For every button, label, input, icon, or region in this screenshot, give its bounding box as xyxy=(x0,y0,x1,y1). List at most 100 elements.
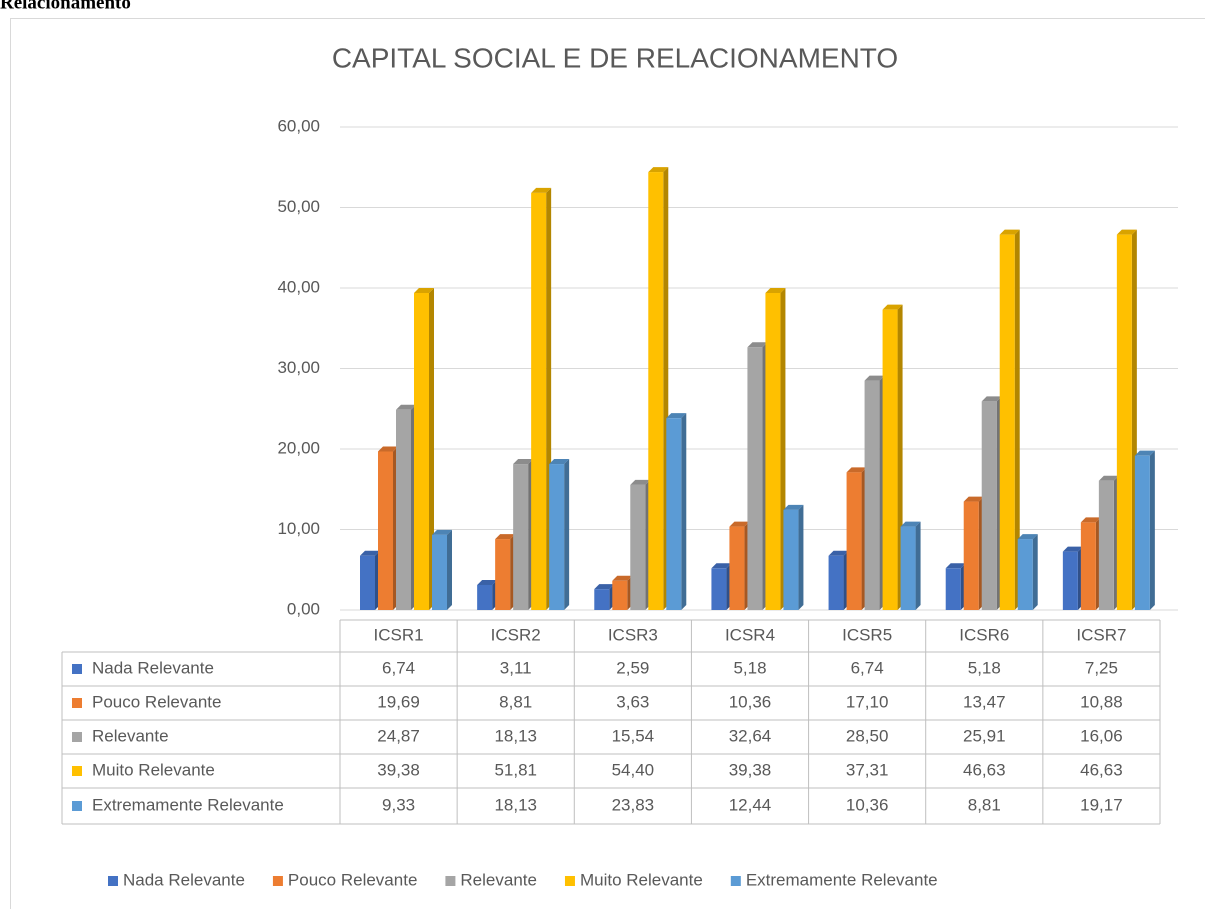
bar xyxy=(828,555,844,610)
bar xyxy=(846,472,862,610)
bar-top xyxy=(846,467,867,473)
table-cell: 15,54 xyxy=(612,726,655,745)
table-cell: 10,88 xyxy=(1080,692,1123,711)
bar-top xyxy=(945,563,966,569)
bar-side xyxy=(447,529,452,610)
table-cell: 9,33 xyxy=(382,795,415,814)
bar-top xyxy=(378,446,398,452)
bar-top xyxy=(414,287,434,293)
table-cell: 7,25 xyxy=(1085,658,1118,677)
bar xyxy=(477,584,493,610)
bar-top xyxy=(513,459,534,465)
bar xyxy=(594,589,610,610)
bar xyxy=(999,234,1015,611)
bar-top xyxy=(999,229,1020,235)
y-tick-label: 30,00 xyxy=(277,358,320,377)
table-cell: 18,13 xyxy=(494,726,537,745)
legend-key xyxy=(272,876,283,886)
table-cell: 39,38 xyxy=(377,760,420,779)
bar-top xyxy=(630,479,651,485)
x-tick-label: ICSR6 xyxy=(959,625,1009,644)
bar xyxy=(783,509,799,610)
table-legend-key xyxy=(72,766,82,776)
bar-top xyxy=(729,521,750,527)
bar xyxy=(360,555,375,610)
table-cell: 39,38 xyxy=(729,760,772,779)
bar-side xyxy=(564,459,570,610)
bar-side xyxy=(681,413,687,610)
bar xyxy=(414,292,429,610)
bar xyxy=(1062,551,1078,610)
bar xyxy=(729,526,745,610)
table-cell: 5,18 xyxy=(733,658,766,677)
legend-label: Muito Relevante xyxy=(580,870,703,889)
table-row-label: Muito Relevante xyxy=(92,760,215,779)
x-tick-label: ICSR3 xyxy=(608,625,658,644)
bar xyxy=(612,580,628,610)
table-cell: 37,31 xyxy=(846,760,889,779)
bar xyxy=(432,534,447,610)
table-cell: 25,91 xyxy=(963,726,1006,745)
table-legend-key xyxy=(72,732,82,742)
bar xyxy=(864,380,880,610)
bar-top xyxy=(1017,534,1038,540)
bar xyxy=(513,464,529,610)
table-row-label: Relevante xyxy=(92,726,169,745)
table-legend-key xyxy=(72,664,82,674)
legend-label: Nada Relevante xyxy=(123,870,245,889)
bar-top xyxy=(648,167,669,173)
y-tick-label: 60,00 xyxy=(277,116,320,135)
legend-key xyxy=(108,876,118,886)
x-tick-label: ICSR2 xyxy=(491,625,541,644)
legend-key xyxy=(564,876,575,886)
bar xyxy=(549,464,565,610)
table-cell: 51,81 xyxy=(494,760,537,779)
bar xyxy=(531,192,547,610)
table-row-label: Pouco Relevante xyxy=(92,692,221,711)
x-tick-label: ICSR1 xyxy=(374,625,424,644)
table-cell: 13,47 xyxy=(963,692,1006,711)
bar-top xyxy=(477,579,498,585)
caption: Relacionamento xyxy=(0,0,131,13)
table-cell: 8,81 xyxy=(968,795,1001,814)
bar-top xyxy=(594,584,615,590)
bar-side xyxy=(429,287,434,610)
legend-label: Pouco Relevante xyxy=(288,870,417,889)
bar-top xyxy=(882,304,903,310)
table-cell: 10,36 xyxy=(846,795,889,814)
table-cell: 23,83 xyxy=(612,795,655,814)
table-cell: 2,59 xyxy=(616,658,649,677)
bar xyxy=(1134,455,1150,610)
table-cell: 54,40 xyxy=(612,760,655,779)
table-legend-key xyxy=(72,801,82,811)
y-tick-label: 20,00 xyxy=(277,438,320,457)
table-row-label: Nada Relevante xyxy=(92,658,214,677)
bar xyxy=(1098,480,1114,610)
bar-top xyxy=(549,459,570,465)
table-cell: 28,50 xyxy=(846,726,889,745)
y-tick-label: 40,00 xyxy=(277,277,320,296)
legend-key xyxy=(730,876,741,886)
bar-top xyxy=(1062,546,1083,552)
table-legend-key xyxy=(72,698,82,708)
bar-top xyxy=(828,550,849,556)
bar xyxy=(945,568,961,610)
bar xyxy=(648,172,664,610)
bar xyxy=(378,451,393,610)
bar-top xyxy=(981,396,1002,402)
bar-top xyxy=(864,375,885,381)
bar xyxy=(981,401,997,610)
bar xyxy=(1017,539,1033,610)
bar-side xyxy=(798,504,804,610)
bar-top xyxy=(396,404,416,410)
bar-top xyxy=(360,550,380,556)
y-tick-label: 50,00 xyxy=(277,197,320,216)
bar xyxy=(1116,234,1132,611)
x-tick-label: ICSR7 xyxy=(1076,625,1126,644)
table-cell: 16,06 xyxy=(1080,726,1123,745)
bar-top xyxy=(1098,475,1119,481)
bar-side xyxy=(1032,534,1038,610)
x-tick-label: ICSR5 xyxy=(842,625,892,644)
bar-top xyxy=(432,529,452,535)
bar-top xyxy=(747,342,768,348)
